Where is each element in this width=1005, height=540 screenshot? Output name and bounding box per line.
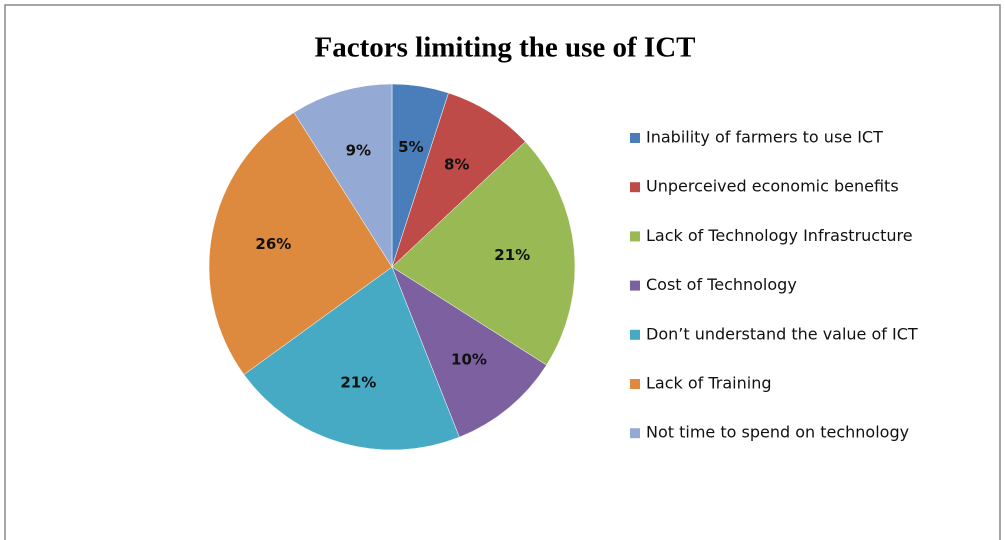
legend-swatch [630,428,640,439]
pie-slice [391,266,547,438]
data-label: 5% [398,138,423,156]
legend-label: Cost of Technology [646,275,797,294]
pie-slice [293,83,393,268]
pie-slice [391,92,526,268]
pie-slice [208,112,393,375]
legend-label: Lack of Training [646,374,772,393]
legend-label: Don’t understand the value of ICT [646,324,918,343]
pie-slice [391,141,576,366]
legend-label: Not time to spend on technology [646,423,909,442]
data-label: 8% [444,156,469,174]
legend-label: Inability of farmers to use ICT [646,128,883,147]
data-label: 21% [340,373,376,391]
legend-swatch [630,379,640,389]
data-label: 26% [255,235,291,253]
chart-title: Factors limiting the use of ICT [315,32,696,64]
legend-swatch [630,329,640,340]
data-label: 9% [346,142,371,160]
legend-label: Lack of Technology Infrastructure [646,226,913,245]
pie-slice [243,266,460,451]
legend-swatch [630,133,640,143]
data-label: 10% [451,351,487,369]
legend-label: Unperceived economic benefits [646,177,899,196]
legend-swatch [630,182,640,193]
data-label: 21% [494,246,530,264]
legend-swatch [630,280,640,291]
legend-swatch [630,231,640,242]
